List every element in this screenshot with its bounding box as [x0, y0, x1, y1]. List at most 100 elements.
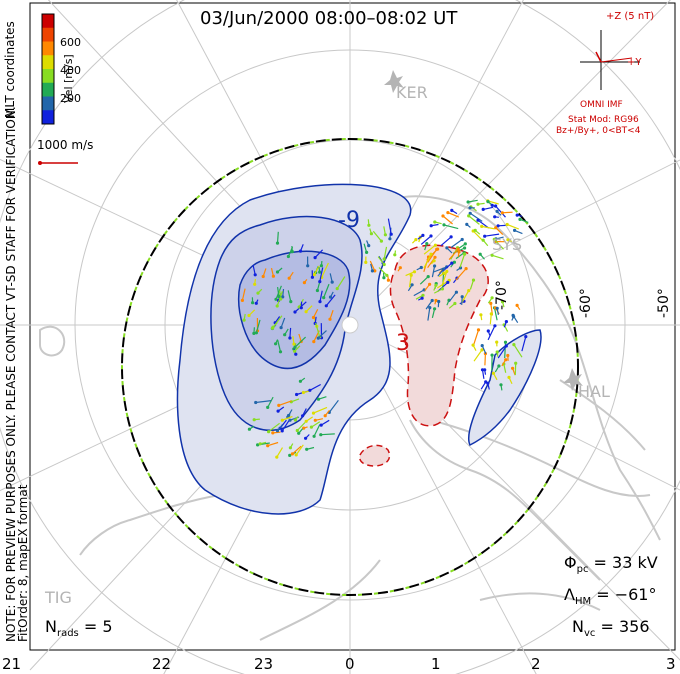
- vector-line: [431, 265, 436, 278]
- vector-line: [274, 316, 281, 324]
- vector-line: [317, 330, 327, 339]
- vector-line: [495, 236, 504, 240]
- vector-line: [383, 246, 388, 260]
- imf-dial: [580, 30, 640, 90]
- vector-line: [517, 214, 523, 217]
- vector-line: [500, 384, 503, 391]
- positive-cell: [358, 244, 489, 467]
- vector-line: [491, 204, 497, 208]
- vector-origin: [493, 215, 497, 219]
- vector-line: [387, 218, 392, 235]
- vector-origin: [514, 361, 518, 365]
- mlt-label-21: 21: [2, 655, 22, 673]
- vector-line: [311, 421, 321, 428]
- vector-line: [288, 271, 294, 279]
- vector-line: [303, 279, 308, 283]
- vector-line: [287, 246, 294, 257]
- vector-line: [431, 223, 439, 227]
- vector-line: [481, 369, 485, 379]
- vector-line: [300, 377, 306, 382]
- vector-line: [277, 287, 280, 297]
- vector-origin: [252, 418, 256, 422]
- vector-line: [282, 288, 285, 297]
- vector-line: [309, 383, 321, 391]
- vector-line: [521, 336, 527, 352]
- vector-line: [477, 219, 490, 229]
- vector-line: [394, 250, 397, 255]
- vector-line: [494, 365, 500, 373]
- vector-line: [282, 415, 293, 421]
- vector-line: [431, 308, 436, 319]
- vector-line: [328, 399, 339, 413]
- vector-line: [367, 219, 370, 226]
- vector-line: [253, 327, 255, 334]
- mlt-label-22: 22: [152, 655, 172, 673]
- vector-line: [496, 210, 502, 216]
- vector-line: [336, 276, 346, 289]
- vector-line: [407, 284, 413, 292]
- vector-line: [284, 328, 289, 336]
- vector-line: [397, 267, 401, 272]
- neg-contour-label: -9: [338, 208, 360, 233]
- vector-line: [467, 199, 478, 203]
- vector-line: [502, 211, 513, 214]
- vector-line: [276, 231, 279, 244]
- colorbar-swatch: [42, 96, 54, 111]
- vector-line: [318, 396, 327, 400]
- colorbar-swatch: [42, 27, 54, 42]
- vector-line: [492, 372, 498, 381]
- vector-line: [255, 319, 261, 333]
- negative-cell: [176, 183, 542, 515]
- hm-boundary: [121, 138, 579, 596]
- stat-nvc: Nvc = 356: [572, 617, 650, 640]
- vector-line: [369, 260, 376, 272]
- colorbar-swatch: [42, 14, 54, 29]
- vector-line: [427, 248, 438, 263]
- vector-line: [280, 317, 286, 328]
- vector-line: [276, 447, 284, 458]
- vector-line: [481, 225, 495, 230]
- vector-line: [417, 234, 424, 240]
- vector-line: [302, 408, 307, 417]
- vector-line: [324, 409, 330, 417]
- stat-phi-pc: Φpc = 33 kV: [564, 553, 658, 576]
- vector-line: [501, 359, 507, 367]
- vector-line: [277, 406, 285, 412]
- vector-line: [287, 290, 292, 302]
- vector-line: [427, 256, 436, 269]
- vector-line: [320, 433, 335, 436]
- vector-line: [507, 239, 512, 242]
- mlt-label-0: 0: [345, 655, 355, 673]
- vector-line: [457, 243, 466, 250]
- colorbar-tick-600: 600: [60, 36, 81, 49]
- vector-line: [446, 299, 450, 306]
- vector-line: [275, 339, 279, 345]
- vector-line: [438, 272, 445, 278]
- vector-line: [294, 345, 301, 352]
- vector-line: [248, 309, 256, 316]
- mlt-label-23: 23: [254, 655, 274, 673]
- vector-line: [411, 239, 417, 244]
- vector-line: [277, 340, 282, 352]
- vector-line: [474, 229, 481, 235]
- vector-line: [287, 413, 291, 418]
- vector-line: [321, 262, 329, 278]
- vector-line: [459, 253, 466, 268]
- vector-line: [484, 233, 500, 237]
- vector-line: [298, 428, 304, 434]
- vector-line: [415, 294, 424, 300]
- vector-line: [473, 349, 483, 362]
- vector-line: [257, 288, 263, 294]
- vector-line: [503, 321, 507, 328]
- vector-line: [511, 316, 515, 321]
- vector-line: [493, 307, 498, 321]
- vector-line: [468, 215, 480, 225]
- vector-line: [480, 381, 487, 390]
- vector-line: [271, 315, 283, 329]
- vector-line: [377, 256, 385, 265]
- vector-line: [378, 267, 388, 276]
- stat-lambda-hm: ΛHM = −61°: [564, 585, 657, 608]
- vector-line: [329, 310, 334, 320]
- vector-line: [277, 423, 284, 432]
